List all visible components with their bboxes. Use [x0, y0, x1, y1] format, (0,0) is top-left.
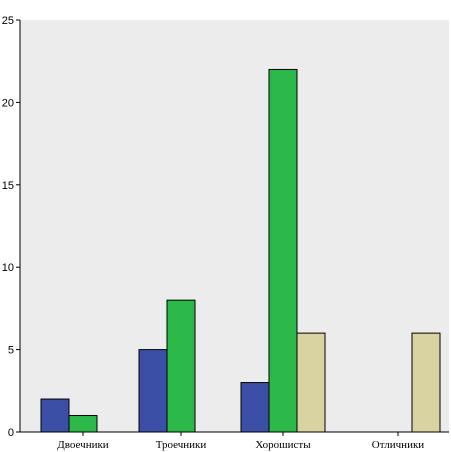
bar-series3-3: [411, 332, 441, 433]
bar-series1-2: [240, 382, 270, 433]
bar-series3-2: [296, 332, 326, 433]
y-tick-label-5: 5: [8, 345, 14, 357]
bar-series1-1: [138, 349, 168, 433]
y-axis-ticks: 0 5 10 15 20 25: [2, 15, 20, 439]
bar-series2-1: [166, 299, 196, 433]
category-label-2: Хорошисты: [255, 439, 311, 451]
x-axis-labels: Двоечники Троечники Хорошисты Отличники: [57, 432, 424, 451]
y-tick-label-25: 25: [2, 15, 14, 27]
bars-layer: [40, 68, 441, 433]
bar-series2-0: [68, 415, 98, 433]
category-label-0: Двоечники: [57, 439, 109, 451]
plot-background: [20, 20, 449, 432]
y-tick-label-20: 20: [2, 97, 14, 109]
category-label-3: Отличники: [372, 439, 425, 451]
category-label-1: Троечники: [156, 439, 207, 451]
y-tick-label-10: 10: [2, 262, 14, 274]
bar-series2-2: [268, 68, 298, 433]
bar-series1-0: [40, 398, 70, 433]
y-tick-label-0: 0: [8, 427, 14, 439]
y-tick-label-15: 15: [2, 180, 14, 192]
